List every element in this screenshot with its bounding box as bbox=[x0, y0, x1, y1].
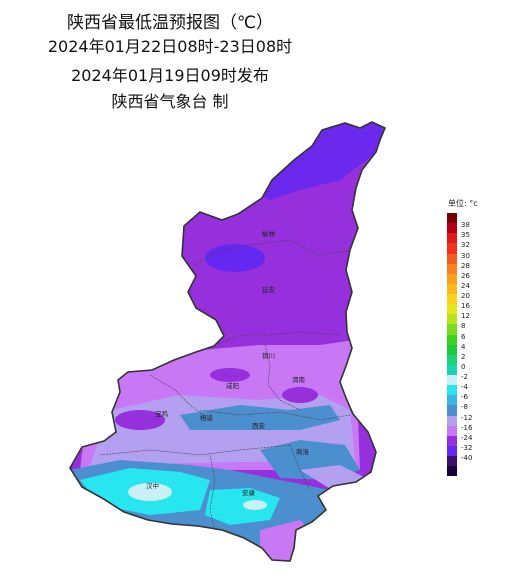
legend-label: 32 bbox=[461, 241, 470, 250]
city-label-tongchuan: 铜川 bbox=[262, 351, 275, 360]
legend-swatch bbox=[447, 456, 457, 467]
legend-swatch bbox=[447, 415, 457, 426]
legend-label: 20 bbox=[461, 292, 470, 300]
legend-label: -2 bbox=[461, 373, 468, 381]
city-label-ankang: 安康 bbox=[242, 488, 256, 497]
legend-swatch bbox=[447, 213, 457, 224]
city-labels: 榆林 延安 铜川 渭南 咸阳 宝鸡 杨凌 西安 商洛 汉中 安康 bbox=[146, 229, 310, 497]
prefecture-borders bbox=[99, 239, 351, 531]
legend-label: 38 bbox=[461, 221, 470, 230]
legend-swatch bbox=[447, 466, 457, 477]
legend-label: 28 bbox=[461, 261, 470, 270]
legend-swatch bbox=[447, 263, 457, 274]
legend-label: 24 bbox=[461, 281, 470, 290]
legend-swatch bbox=[447, 395, 457, 406]
legend-label: -16 bbox=[461, 423, 473, 432]
legend-swatch bbox=[447, 314, 457, 325]
legend-label: 4 bbox=[461, 342, 466, 351]
legend-swatch bbox=[447, 354, 457, 365]
city-label-yanan: 延安 bbox=[262, 285, 276, 294]
city-label-shangluo: 商洛 bbox=[296, 447, 310, 456]
city-label-yangling: 杨凌 bbox=[200, 413, 214, 422]
temperature-fill bbox=[70, 122, 385, 561]
legend-swatch bbox=[447, 324, 457, 335]
legend-swatch bbox=[447, 283, 457, 294]
legend-label: 8 bbox=[461, 322, 466, 331]
legend-swatch bbox=[447, 253, 457, 264]
legend-label: 26 bbox=[461, 271, 470, 280]
legend-swatch bbox=[447, 304, 457, 315]
city-label-baoji: 宝鸡 bbox=[155, 409, 169, 418]
city-label-xianyang: 咸阳 bbox=[226, 381, 239, 390]
legend-label: 12 bbox=[461, 312, 470, 321]
province-border bbox=[69, 121, 387, 562]
legend-label: 2 bbox=[461, 352, 466, 361]
legend-swatch bbox=[447, 435, 457, 446]
legend-label: 30 bbox=[461, 251, 470, 260]
legend-swatch bbox=[447, 294, 457, 305]
legend-swatch bbox=[447, 364, 457, 375]
legend-swatch bbox=[447, 405, 457, 416]
legend-swatch bbox=[447, 344, 457, 355]
legend-swatch bbox=[447, 273, 457, 284]
legend-label: -40 bbox=[461, 454, 473, 462]
issuer: 陕西省气象台 制 bbox=[111, 92, 229, 111]
legend-label: -8 bbox=[461, 403, 468, 412]
city-label-weinan: 渭南 bbox=[292, 375, 306, 384]
legend-unit: 单位: °c bbox=[448, 199, 478, 208]
city-label-xian: 西安 bbox=[252, 421, 266, 430]
legend-swatch bbox=[447, 375, 457, 386]
city-label-yulin: 榆林 bbox=[262, 229, 276, 238]
legend-swatch bbox=[447, 385, 457, 396]
legend-swatch bbox=[447, 233, 457, 244]
legend-label: 16 bbox=[461, 302, 470, 311]
issue-time: 2024年01月19日09时发布 bbox=[71, 66, 269, 85]
legend-label: -4 bbox=[461, 383, 468, 392]
legend-label: -32 bbox=[461, 443, 473, 452]
legend-swatch bbox=[447, 243, 457, 254]
legend-swatch bbox=[447, 334, 457, 345]
legend-label: -24 bbox=[461, 433, 473, 442]
legend-label: -12 bbox=[461, 413, 473, 422]
legend-label: 35 bbox=[461, 231, 470, 240]
legend-label: -6 bbox=[461, 393, 468, 402]
city-label-hanzhong: 汉中 bbox=[146, 481, 159, 490]
legend-swatch bbox=[447, 223, 457, 234]
forecast-period: 2024年01月22日08时-23日08时 bbox=[47, 37, 293, 56]
legend-swatch bbox=[447, 445, 457, 456]
map-title: 陕西省最低温预报图（℃） bbox=[66, 13, 274, 33]
legend-swatch bbox=[447, 425, 457, 436]
legend-label: 6 bbox=[461, 332, 466, 341]
legend-label: 0 bbox=[461, 362, 466, 371]
